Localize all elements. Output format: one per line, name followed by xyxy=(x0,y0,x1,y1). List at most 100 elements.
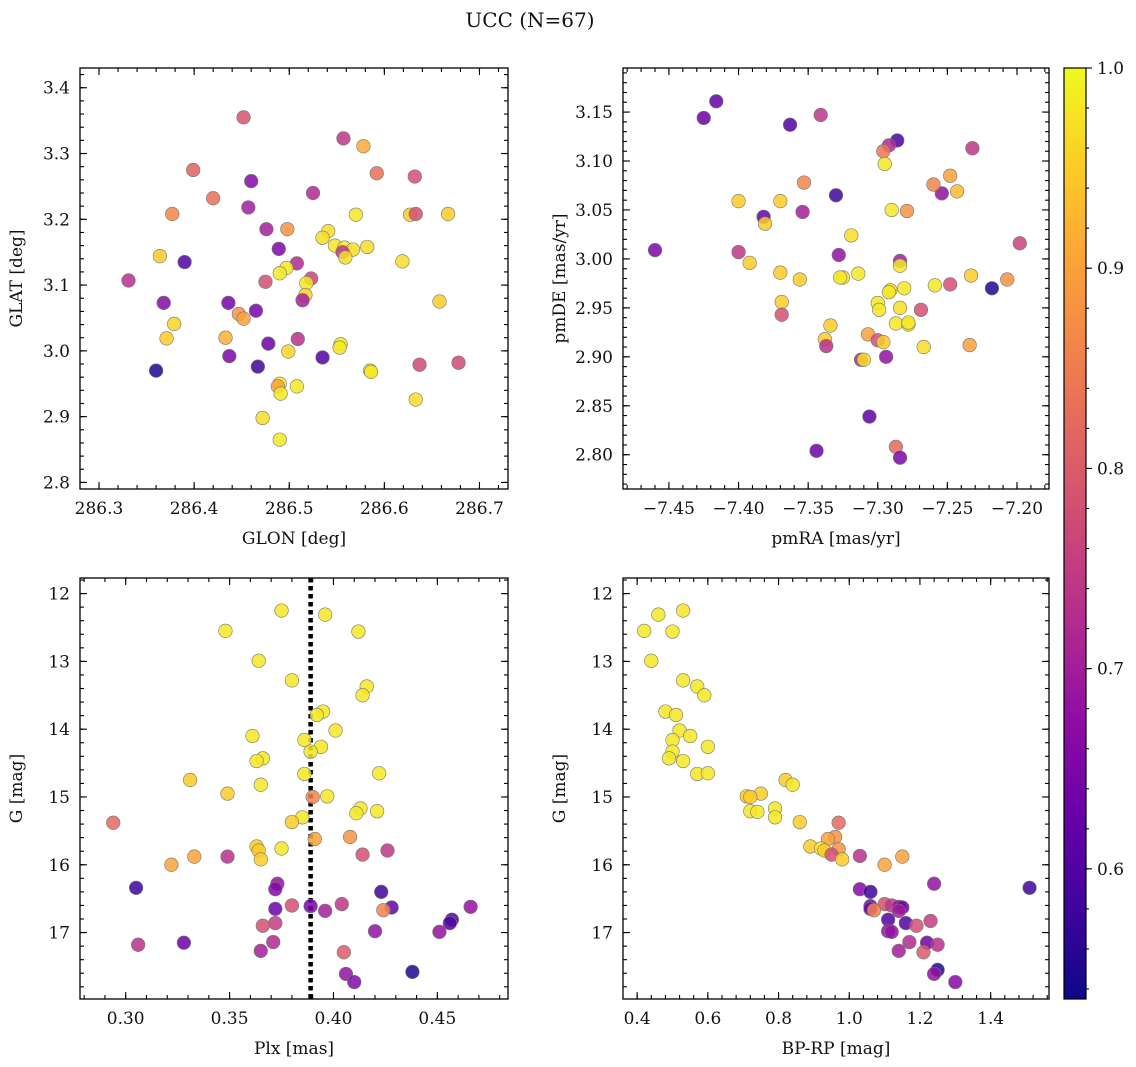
data-point xyxy=(281,344,296,359)
x-tick-label: 0.35 xyxy=(211,1009,249,1029)
data-point xyxy=(902,934,917,950)
data-point xyxy=(984,281,1000,296)
x-tick-label: 0.4 xyxy=(624,1009,651,1029)
panel-glon-glat: 286.3 286.4 286.5 286.6 286.7 2.8 2.9 3.0 3.1 3.2… xyxy=(7,67,509,549)
data-point xyxy=(255,918,270,933)
data-point xyxy=(305,789,320,805)
data-point xyxy=(218,623,233,638)
data-point xyxy=(167,316,182,331)
data-point xyxy=(785,777,800,792)
data-point xyxy=(888,316,903,331)
y-tick-label: 3.1 xyxy=(43,276,70,296)
data-point xyxy=(187,849,202,864)
data-point xyxy=(950,184,965,199)
x-tick-label: 0.6 xyxy=(694,1009,721,1029)
y-axis-label: GLAT [deg] xyxy=(7,229,27,327)
data-point xyxy=(647,243,663,258)
data-point xyxy=(309,707,324,723)
data-point xyxy=(773,194,788,209)
data-point xyxy=(245,728,260,744)
plot-frame xyxy=(622,577,1050,1000)
y-tick-label: 14 xyxy=(591,720,613,740)
data-point xyxy=(899,203,915,219)
data-point xyxy=(852,848,867,864)
data-point xyxy=(774,307,789,322)
data-point xyxy=(767,810,783,825)
plot-area xyxy=(80,68,508,489)
data-point xyxy=(284,898,300,913)
data-point xyxy=(892,450,908,465)
data-point xyxy=(700,739,715,754)
plot-frame xyxy=(79,67,509,490)
data-point xyxy=(332,340,347,355)
data-point xyxy=(289,379,304,394)
data-point xyxy=(395,254,410,269)
data-point xyxy=(927,966,942,982)
panel-plx-g: 0.30 0.35 0.40 0.45 12 13 14 15 16 17 Plx [mas] G [… xyxy=(7,577,509,1059)
data-point xyxy=(261,336,276,351)
data-point xyxy=(1022,880,1037,895)
data-point xyxy=(675,673,691,688)
data-point xyxy=(432,294,447,309)
data-point xyxy=(336,131,351,146)
data-point xyxy=(369,166,384,181)
data-point xyxy=(709,94,724,109)
data-point xyxy=(253,943,268,958)
data-point xyxy=(892,258,908,273)
data-point xyxy=(249,753,264,769)
data-point xyxy=(186,162,201,178)
data-point xyxy=(250,359,265,374)
data-point xyxy=(177,254,192,270)
data-point xyxy=(665,624,680,639)
data-point xyxy=(891,903,906,918)
x-axis-label: BP-RP [mag] xyxy=(782,1039,891,1059)
data-point xyxy=(897,281,912,296)
x-axis-label: pmRA [mas/yr] xyxy=(771,529,900,549)
data-point xyxy=(835,852,850,867)
data-point xyxy=(675,753,691,769)
data-point xyxy=(315,230,330,245)
y-tick-label: 2.8 xyxy=(43,473,70,493)
plot-frame xyxy=(622,67,1050,490)
data-point xyxy=(272,432,287,447)
data-point xyxy=(248,303,264,318)
data-point xyxy=(338,250,353,265)
data-point xyxy=(305,185,321,201)
x-tick-label: 1.0 xyxy=(836,1009,863,1029)
data-point xyxy=(318,607,333,622)
data-point xyxy=(220,786,235,801)
data-point xyxy=(295,293,310,308)
data-point xyxy=(965,141,980,156)
y-tick-label: 3.10 xyxy=(575,152,613,172)
data-point xyxy=(253,852,268,867)
x-tick-label: 1.4 xyxy=(977,1009,1004,1029)
data-point xyxy=(948,974,963,990)
data-point xyxy=(280,222,295,237)
data-point xyxy=(236,311,251,326)
data-point xyxy=(159,331,174,346)
data-point xyxy=(351,624,366,639)
data-point xyxy=(792,814,807,830)
y-tick-label: 12 xyxy=(48,585,70,605)
data-point xyxy=(796,175,812,190)
data-point xyxy=(372,766,387,781)
data-point xyxy=(877,857,892,872)
data-point xyxy=(255,410,270,426)
data-point xyxy=(813,107,828,123)
data-point xyxy=(355,688,370,703)
data-point xyxy=(823,318,838,333)
data-point xyxy=(891,943,906,958)
data-point xyxy=(273,386,288,401)
y-axis-label: pmDE [mas/yr] xyxy=(550,213,570,343)
colorbar-tick-label: 0.7 xyxy=(1097,660,1124,680)
data-point xyxy=(408,206,423,222)
data-point xyxy=(809,443,824,458)
data-point xyxy=(284,673,300,688)
colorbar-tick-label: 0.6 xyxy=(1097,860,1124,880)
data-point xyxy=(274,841,289,856)
data-point xyxy=(927,876,942,891)
data-point xyxy=(828,188,844,203)
data-point xyxy=(731,194,746,209)
y-tick-label: 2.9 xyxy=(43,408,70,428)
data-point xyxy=(347,974,362,990)
